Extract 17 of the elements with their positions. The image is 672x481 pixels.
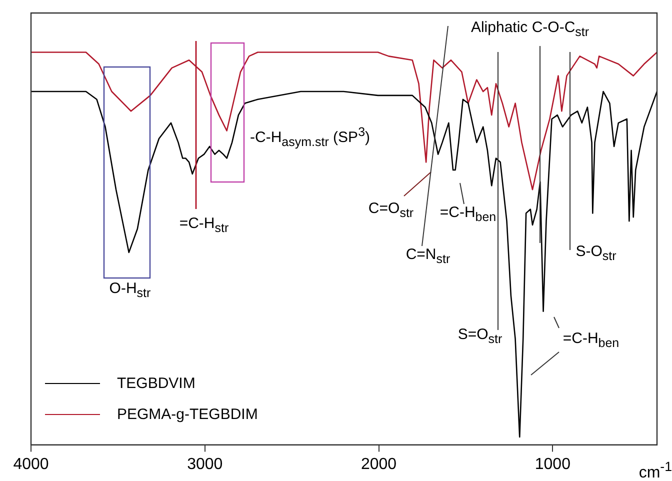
annotation: -C-H$_{asym.str}$ (SP$^{3}$) xyxy=(250,124,370,151)
legend-label: PEGMA-g-TEGBDIM xyxy=(117,406,258,423)
annotation: S=O$_{str}$ xyxy=(458,326,502,348)
text: Aliphatic C-O-C$_{str}$ xyxy=(470,19,590,41)
annotation: C=N$_{str}$ xyxy=(406,246,450,268)
x-tick-label: 4000 xyxy=(13,456,49,473)
x-axis-title: cm$^{-1}$ xyxy=(638,458,672,481)
x-tick-label: 3000 xyxy=(187,456,223,473)
annotation: =C-H$_{str}$ xyxy=(179,215,229,237)
legend-label: TEGBDVIM xyxy=(117,375,196,392)
annotation: C=O$_{str}$ xyxy=(368,200,414,222)
annotation: =C-H$_{ben}$ xyxy=(440,204,496,226)
annotation: O-H$_{str}$ xyxy=(109,280,151,302)
x-tick-label: 2000 xyxy=(360,456,397,473)
annotation: =C-H$_{ben}$ xyxy=(562,330,620,352)
x-tick-label: 1000 xyxy=(534,456,571,473)
annotation: S-O$_{str}$ xyxy=(576,243,616,265)
